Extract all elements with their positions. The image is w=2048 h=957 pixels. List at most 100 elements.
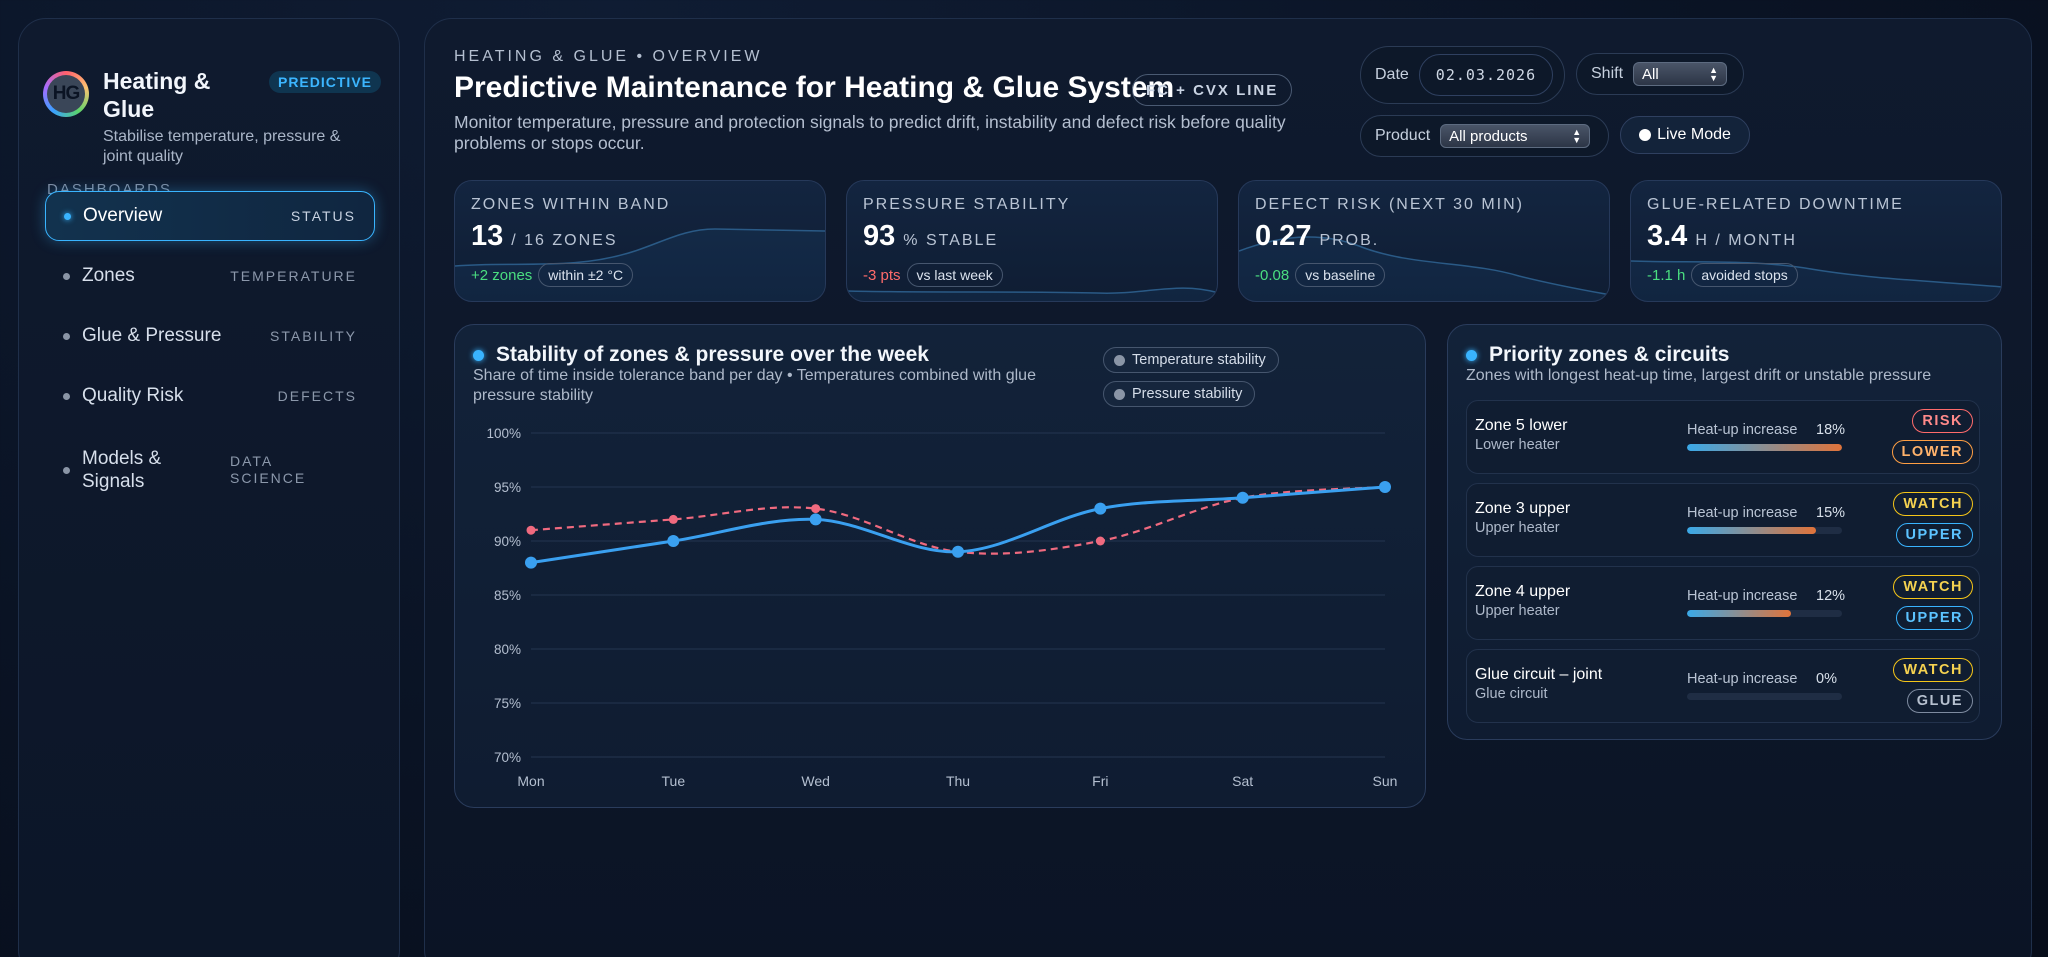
main-panel: HEATING & GLUE • OVERVIEW Predictive Mai… (424, 18, 2032, 957)
logo-text: HG (47, 75, 85, 113)
status-badge: WATCH (1893, 492, 1973, 516)
heat-up-label: Heat-up increase (1687, 588, 1798, 604)
pressure-stability-point (1095, 536, 1105, 546)
heat-up-bar-fill (1687, 444, 1842, 451)
temperature-stability-point (1236, 491, 1249, 504)
kpi-unit: PROB. (1319, 232, 1380, 249)
shift-control: Shift All ▲ ▼ (1576, 53, 1744, 95)
heat-up-bar (1687, 610, 1842, 617)
shift-label: Shift (1591, 65, 1624, 82)
live-mode-label: Live Mode (1657, 126, 1731, 143)
shift-select[interactable]: All ▲ ▼ (1633, 62, 1728, 86)
heat-up-label: Heat-up increase (1687, 422, 1798, 438)
pressure-stability-point (526, 525, 536, 535)
sidebar-item-glue-pressure[interactable]: Glue & Pressure STABILITY (45, 311, 375, 361)
sidebar-item-tag: STABILITY (270, 328, 357, 344)
kpi-context-pill: vs baseline (1295, 263, 1386, 287)
heat-up-bar-fill (1687, 527, 1816, 534)
nav-dot-icon (63, 466, 70, 474)
x-tick-label: Thu (946, 773, 970, 789)
kpi-label: PRESSURE STABILITY (863, 196, 1071, 213)
app-subtitle: Stabilise temperature, pressure & joint … (103, 128, 341, 165)
pressure-stability-point (668, 514, 678, 524)
zone-name: Glue circuit – joint (1475, 666, 1603, 683)
chart-title: Stability of zones & pressure over the w… (496, 343, 929, 366)
zone-type: Upper heater (1475, 520, 1560, 536)
stability-chart-card: Stability of zones & pressure over the w… (454, 324, 1426, 808)
title-dot-icon (1466, 349, 1477, 361)
kpi-value: 93 (863, 220, 896, 252)
y-tick-label: 95% (494, 480, 521, 495)
product-select[interactable]: All products ▲ ▼ (1440, 124, 1591, 148)
heat-up-value: 12% (1816, 588, 1846, 604)
temperature-stability-point (1094, 502, 1107, 515)
kpi-value: 3.4 (1647, 220, 1688, 252)
line-badge: FC + CVX LINE (1132, 74, 1293, 106)
priority-row-glue-circuit-joint[interactable]: Glue circuit – joint Glue circuit Heat-u… (1466, 649, 1980, 723)
priority-title: Priority zones & circuits (1489, 343, 1730, 366)
stability-line-chart: 100% 95% 90% 85% 80% 75% 70% Mon Tue Wed Thu Fri Sat… (486, 426, 1398, 789)
brand: HG Heating & Glue Stabilise temperature,… (43, 49, 383, 169)
kpi-value: 0.27 (1255, 220, 1312, 252)
circuit-badge: UPPER (1895, 606, 1973, 630)
date-control: Date 02.03.2026 (1360, 46, 1565, 104)
priority-row-zone-3-upper[interactable]: Zone 3 upper Upper heater Heat-up increa… (1466, 483, 1980, 557)
kpi-context-pill: avoided stops (1691, 263, 1798, 287)
sparkline-icon (1239, 236, 1609, 301)
select-arrows-icon: ▲ ▼ (1572, 127, 1582, 145)
zone-name: Zone 4 upper (1475, 583, 1571, 600)
zone-type: Glue circuit (1475, 686, 1548, 702)
page-description: Monitor temperature, pressure and protec… (454, 112, 1286, 153)
kpi-context-pill: vs last week (906, 263, 1003, 287)
x-tick-label: Wed (801, 773, 830, 789)
sidebar-item-tag: STATUS (290, 208, 356, 224)
sidebar-item-label: Models & Signals (82, 448, 162, 492)
status-badge: WATCH (1893, 575, 1973, 599)
pressure-stability-point (811, 504, 821, 514)
circuit-badge: GLUE (1906, 689, 1973, 713)
live-mode-toggle[interactable]: Live Mode (1620, 116, 1750, 154)
y-tick-label: 100% (486, 426, 521, 441)
sidebar-item-quality-risk[interactable]: Quality Risk DEFECTS (45, 371, 375, 421)
product-label: Product (1375, 127, 1431, 144)
legend-label: Pressure stability (1132, 386, 1243, 402)
priority-row-zone-4-upper[interactable]: Zone 4 upper Upper heater Heat-up increa… (1466, 566, 1980, 640)
heat-up-value: 18% (1816, 422, 1846, 438)
y-tick-label: 75% (494, 696, 521, 711)
date-input[interactable]: 02.03.2026 (1418, 54, 1554, 96)
product-control: Product All products ▲ ▼ (1360, 115, 1609, 157)
kpi-delta: -1.1 h (1647, 266, 1686, 284)
temperature-stability-point (667, 535, 680, 547)
temperature-stability-point (525, 556, 537, 569)
heat-up-value: 0% (1816, 671, 1837, 687)
kpi-unit: % STABLE (903, 232, 999, 249)
kpi-delta: -3 pts (863, 266, 901, 284)
live-dot-icon (1639, 129, 1652, 141)
x-tick-label: Sun (1373, 773, 1398, 789)
legend-temperature-stability[interactable]: Temperature stability (1103, 347, 1279, 373)
sidebar-item-label: Quality Risk (82, 385, 184, 406)
sidebar-item-zones[interactable]: Zones TEMPERATURE (45, 251, 375, 301)
priority-row-zone-5-lower[interactable]: Zone 5 lower Lower heater Heat-up increa… (1466, 400, 1980, 474)
legend-pressure-stability[interactable]: Pressure stability (1103, 381, 1256, 407)
sidebar: HG Heating & Glue Stabilise temperature,… (18, 18, 400, 957)
heat-up-label: Heat-up increase (1687, 671, 1798, 687)
temperature-stability-point (952, 545, 964, 558)
kpi-label: ZONES WITHIN BAND (471, 196, 671, 213)
sidebar-item-tag: TEMPERATURE (230, 268, 357, 284)
heat-up-bar-fill (1687, 610, 1791, 617)
y-tick-label: 85% (494, 588, 521, 603)
circuit-badge: LOWER (1891, 440, 1973, 464)
kpi-delta: -0.08 (1255, 266, 1290, 284)
kpi-card-glue-downtime: GLUE-RELATED DOWNTIME 3.4 H / MONTH -1.1 … (1630, 180, 2002, 302)
sparkline-icon (847, 287, 1217, 301)
y-tick-label: 90% (494, 534, 521, 549)
kpi-value: 13 (471, 220, 504, 252)
legend-label: Temperature stability (1132, 352, 1266, 368)
temperature-stability-point (1379, 481, 1391, 493)
kpi-delta: +2 zones (471, 266, 533, 284)
sidebar-item-models-signals[interactable]: Models & Signals DATA SCIENCE (45, 439, 375, 501)
sidebar-item-overview[interactable]: Overview STATUS (45, 191, 375, 241)
zone-type: Upper heater (1475, 603, 1560, 619)
x-tick-label: Mon (517, 773, 544, 789)
